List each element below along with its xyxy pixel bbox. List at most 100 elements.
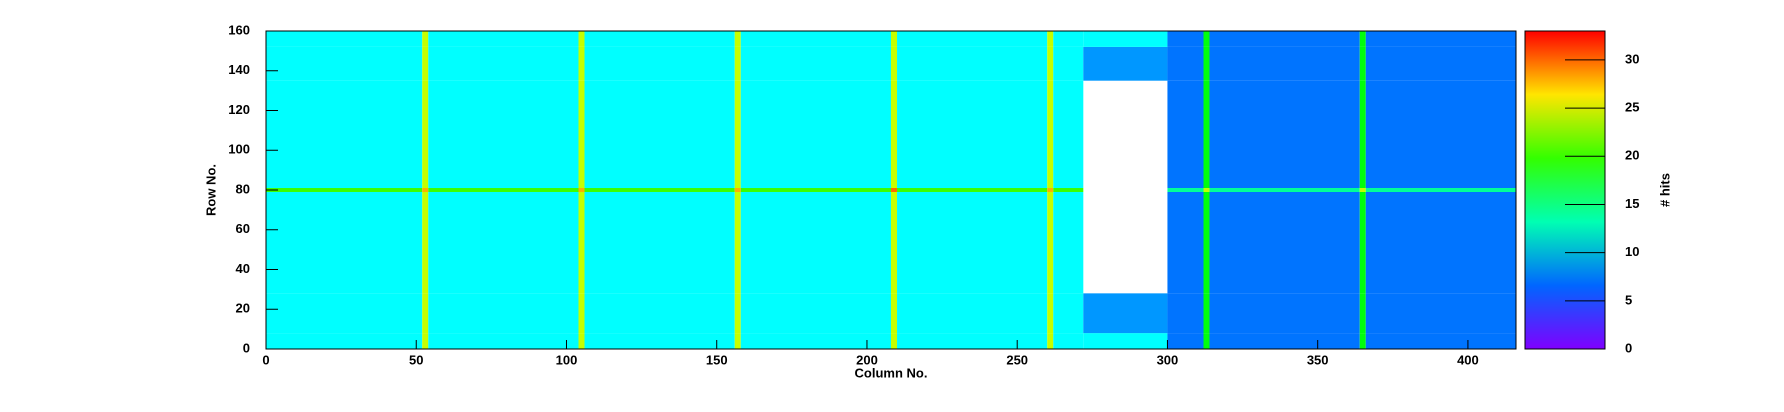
- heatmap-cell: [1209, 333, 1360, 349]
- heatmap-cell: [740, 333, 891, 349]
- colorbar-tick-label: 20: [1625, 148, 1639, 163]
- heatmap-cell: [1083, 293, 1168, 334]
- heatmap-cell: [1365, 269, 1516, 294]
- heatmap-cell: [734, 293, 741, 334]
- heatmap-cell: [1053, 46, 1084, 81]
- y-tick-label: 40: [236, 261, 250, 276]
- heatmap-cell: [266, 269, 423, 294]
- heatmap-cell: [578, 333, 585, 349]
- heatmap-cell: [1359, 80, 1366, 189]
- heatmap-cell: [897, 80, 1048, 189]
- heatmap-cell: [1359, 191, 1366, 270]
- heatmap-cell: [897, 31, 1048, 47]
- heatmap-cell: [584, 188, 735, 192]
- x-tick-label: 150: [706, 352, 728, 367]
- heatmap-cell: [1167, 80, 1204, 189]
- heatmap-cell: [578, 80, 585, 189]
- heatmap-cell: [897, 269, 1048, 294]
- heatmap-cell: [734, 191, 741, 270]
- heatmap-cell: [422, 333, 429, 349]
- heatmap-cell: [1047, 191, 1054, 270]
- heatmap-cell: [734, 188, 741, 192]
- heatmap-cell: [891, 191, 898, 270]
- x-tick-label: 250: [1006, 352, 1028, 367]
- heatmap-cell: [897, 191, 1048, 270]
- heatmap-cell: [422, 46, 429, 81]
- heatmap-cell: [1047, 188, 1054, 192]
- heatmap-cell: [1053, 191, 1084, 270]
- heatmap-cell: [266, 188, 423, 192]
- heatmap-cell: [1167, 269, 1204, 294]
- heatmap-cell: [1203, 46, 1210, 81]
- y-tick-label: 80: [236, 181, 250, 196]
- heatmap-cell: [584, 191, 735, 270]
- heatmap-cell: [428, 269, 579, 294]
- heatmap-cell: [266, 31, 423, 47]
- x-axis-label: Column No.: [855, 365, 928, 380]
- heatmap-cell: [1203, 269, 1210, 294]
- heatmap-cell: [1209, 80, 1360, 189]
- heatmap-cell: [897, 293, 1048, 334]
- heatmap-cell: [422, 80, 429, 189]
- heatmap-cell: [1365, 293, 1516, 334]
- heatmap-cell: [891, 46, 898, 81]
- heatmap-cell: [1203, 293, 1210, 334]
- y-tick-label: 160: [228, 22, 250, 37]
- heatmap-cell: [1365, 333, 1516, 349]
- heatmap-cell: [1359, 46, 1366, 81]
- heatmap-cell: [422, 31, 429, 47]
- x-tick-label: 0: [262, 352, 269, 367]
- heatmap-cell: [740, 46, 891, 81]
- heatmap-cell: [266, 293, 423, 334]
- heatmap-cell: [584, 31, 735, 47]
- heatmap-cell: [422, 188, 429, 192]
- heatmap-cell: [1209, 46, 1360, 81]
- x-tick-label: 350: [1307, 352, 1329, 367]
- heatmap-cell: [428, 46, 579, 81]
- x-tick-label: 400: [1457, 352, 1479, 367]
- colorbar-tick-label: 25: [1625, 100, 1639, 115]
- heatmap-cell: [428, 333, 579, 349]
- heatmap-cell: [1167, 31, 1204, 47]
- heatmap-cell: [1167, 188, 1204, 192]
- heatmap-cell: [1359, 269, 1366, 294]
- heatmap-cell: [1053, 80, 1084, 189]
- heatmap-cell: [1365, 191, 1516, 270]
- colorbar-tick-label: 10: [1625, 244, 1639, 259]
- y-axis-label: Row No.: [203, 164, 218, 216]
- heatmap-cell: [897, 333, 1048, 349]
- heatmap-cell: [740, 188, 891, 192]
- heatmap-cell: [1359, 31, 1366, 47]
- heatmap-cell: [734, 269, 741, 294]
- heatmap-cell: [422, 293, 429, 334]
- heatmap-cell: [1365, 46, 1516, 81]
- heatmap-cell: [1053, 188, 1084, 192]
- heatmap-cell: [428, 293, 579, 334]
- heatmap-cell: [1053, 293, 1084, 334]
- heatmap-cell: [1083, 333, 1168, 349]
- heatmap-cells: [266, 31, 1516, 349]
- heatmap-cell: [1083, 31, 1168, 47]
- heatmap-cell: [1047, 80, 1054, 189]
- colorbar-tick-label: 5: [1625, 292, 1632, 307]
- heatmap-cell: [1167, 191, 1204, 270]
- heatmap-cell: [1053, 333, 1084, 349]
- heatmap-cell: [584, 293, 735, 334]
- heatmap-cell: [891, 188, 898, 192]
- y-tick-label: 0: [243, 340, 250, 355]
- y-tick-label: 100: [228, 142, 250, 157]
- heatmap-cell: [1209, 293, 1360, 334]
- heatmap-cell: [734, 333, 741, 349]
- y-tick-label: 140: [228, 62, 250, 77]
- heatmap-cell: [428, 80, 579, 189]
- y-tick-label: 20: [236, 301, 250, 316]
- heatmap-cell: [891, 293, 898, 334]
- heatmap-cell: [897, 188, 1048, 192]
- heatmap-cell: [1365, 80, 1516, 189]
- heatmap-cell: [1359, 333, 1366, 349]
- heatmap-cell: [1047, 31, 1054, 47]
- heatmap-cell: [1167, 46, 1204, 81]
- heatmap-cell: [891, 31, 898, 47]
